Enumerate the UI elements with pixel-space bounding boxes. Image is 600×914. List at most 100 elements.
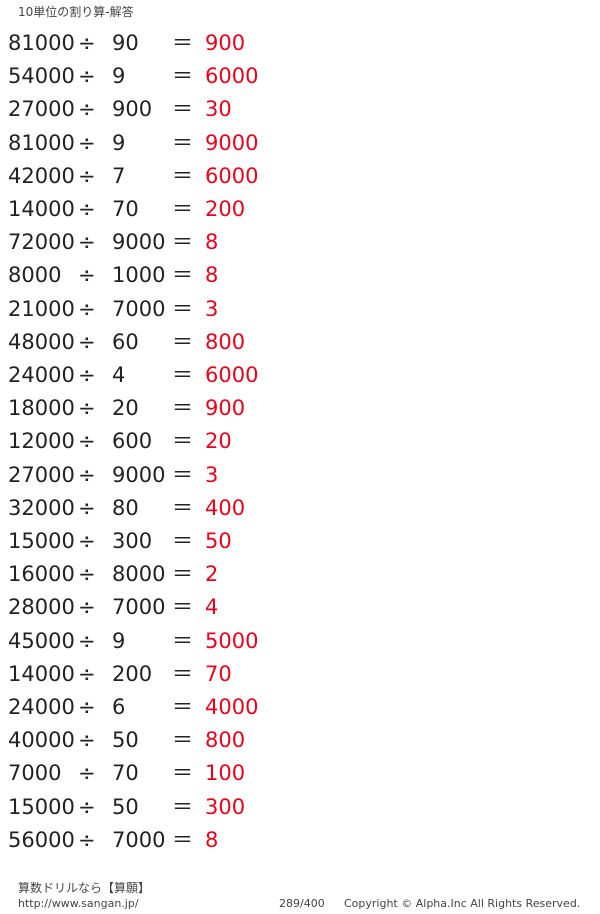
dividend: 15000	[8, 529, 75, 553]
equals-sign: ＝	[172, 462, 193, 487]
dividend: 72000	[8, 230, 75, 255]
dividend: 18000	[8, 396, 75, 421]
divisor: 9000	[112, 462, 166, 487]
divide-sign: ÷	[78, 827, 96, 852]
copyright: Copyright © Alpha.Inc All Rights Reserve…	[344, 897, 581, 910]
answer: 3	[205, 296, 219, 321]
equals-sign: ＝	[172, 296, 193, 321]
divisor: 50	[112, 794, 139, 819]
dividend: 45000	[8, 628, 75, 653]
divisor: 70	[112, 197, 139, 221]
equals-sign: ＝	[172, 329, 193, 354]
divide-sign: ÷	[78, 429, 96, 454]
divide-sign: ÷	[78, 396, 96, 421]
equals-sign: ＝	[172, 827, 193, 852]
divisor: 7	[112, 163, 126, 188]
dividend: 27000	[8, 462, 75, 487]
dividend: 42000	[8, 163, 75, 188]
equals-sign: ＝	[172, 230, 193, 255]
divisor: 4	[112, 363, 126, 387]
dividend: 15000	[8, 794, 75, 819]
equals-sign: ＝	[172, 396, 193, 421]
answer: 6000	[205, 363, 259, 387]
divisor: 900	[112, 97, 153, 122]
divisor: 6	[112, 695, 126, 719]
equals-sign: ＝	[172, 495, 193, 520]
divide-sign: ÷	[78, 31, 96, 55]
answer: 800	[205, 329, 246, 354]
dividend: 16000	[8, 562, 75, 587]
equals-sign: ＝	[172, 64, 193, 89]
divisor: 8000	[112, 562, 166, 587]
divide-sign: ÷	[78, 661, 96, 686]
divide-sign: ÷	[78, 695, 96, 719]
answer: 100	[205, 761, 246, 786]
divide-sign: ÷	[78, 462, 96, 487]
divide-sign: ÷	[78, 64, 96, 89]
equals-sign: ＝	[172, 263, 193, 288]
equals-sign: ＝	[172, 529, 193, 553]
divide-sign: ÷	[78, 97, 96, 122]
equals-sign: ＝	[172, 628, 193, 653]
equals-sign: ＝	[172, 728, 193, 753]
equals-sign: ＝	[172, 562, 193, 587]
answer: 6000	[205, 64, 259, 89]
footer-brand: 算数ドリルなら【算願】	[18, 881, 151, 895]
divide-sign: ÷	[78, 329, 96, 354]
equals-sign: ＝	[172, 429, 193, 454]
dividend: 12000	[8, 429, 75, 454]
divisor: 90	[112, 31, 139, 55]
answer: 8	[205, 263, 219, 288]
equals-sign: ＝	[172, 197, 193, 221]
divide-sign: ÷	[78, 230, 96, 255]
divide-sign: ÷	[78, 197, 96, 221]
divisor: 9	[112, 130, 126, 155]
equals-sign: ＝	[172, 661, 193, 686]
divisor: 9	[112, 64, 126, 89]
answer: 400	[205, 495, 246, 520]
page-title: 10単位の割り算-解答	[18, 5, 134, 19]
divide-sign: ÷	[78, 163, 96, 188]
answer: 8	[205, 230, 219, 255]
divide-sign: ÷	[78, 728, 96, 753]
dividend: 81000	[8, 130, 75, 155]
answer: 300	[205, 794, 246, 819]
answer: 4000	[205, 695, 259, 719]
answer: 2	[205, 562, 219, 587]
dividend: 8000	[8, 263, 62, 288]
dividend: 24000	[8, 363, 75, 387]
dividend: 81000	[8, 31, 75, 55]
divide-sign: ÷	[78, 794, 96, 819]
equals-sign: ＝	[172, 31, 193, 55]
divide-sign: ÷	[78, 595, 96, 620]
divisor: 7000	[112, 296, 166, 321]
answer: 200	[205, 197, 246, 221]
equals-sign: ＝	[172, 97, 193, 122]
divisor: 300	[112, 529, 153, 553]
dividend: 21000	[8, 296, 75, 321]
divisor: 50	[112, 728, 139, 753]
divide-sign: ÷	[78, 363, 96, 387]
dividend: 40000	[8, 728, 75, 753]
divide-sign: ÷	[78, 529, 96, 553]
divisor: 9	[112, 628, 126, 653]
footer-url[interactable]: http://www.sangan.jp/	[18, 897, 139, 910]
divisor: 7000	[112, 827, 166, 852]
dividend: 24000	[8, 695, 75, 719]
dividend: 56000	[8, 827, 75, 852]
answer: 900	[205, 31, 246, 55]
equals-sign: ＝	[172, 794, 193, 819]
equals-sign: ＝	[172, 130, 193, 155]
answer: 4	[205, 595, 219, 620]
dividend: 48000	[8, 329, 75, 354]
dividend: 14000	[8, 661, 75, 686]
equals-sign: ＝	[172, 163, 193, 188]
answer: 3	[205, 462, 219, 487]
answer: 5000	[205, 628, 259, 653]
divisor: 80	[112, 495, 139, 520]
answer: 6000	[205, 163, 259, 188]
divide-sign: ÷	[78, 130, 96, 155]
divisor: 70	[112, 761, 139, 786]
divisor: 20	[112, 396, 139, 421]
dividend: 28000	[8, 595, 75, 620]
